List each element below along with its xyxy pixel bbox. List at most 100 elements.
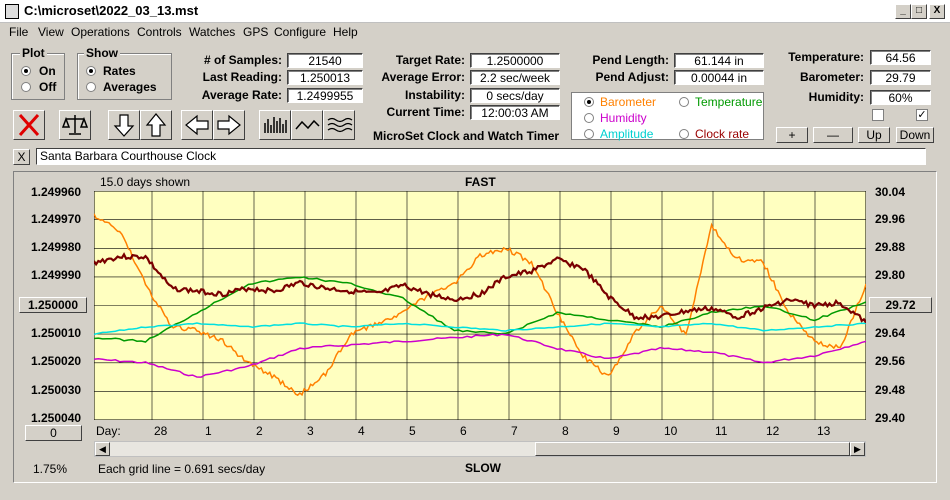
last-reading-label: Last Reading: bbox=[202, 70, 282, 84]
left-tick-label: 1.249970 bbox=[31, 212, 82, 226]
bar-view-button[interactable] bbox=[259, 110, 291, 140]
day-tick-label: 10 bbox=[664, 424, 678, 438]
right-tick-label: 30.04 bbox=[875, 185, 906, 199]
menu-help[interactable]: Help bbox=[333, 25, 358, 39]
right-tick-label: 29.96 bbox=[875, 212, 906, 226]
average-rate-value: 1.2499955 bbox=[287, 88, 363, 103]
day-tick-label: 13 bbox=[817, 424, 831, 438]
day-ticks: 28 1 2 3 4 5 6 7 8 9 10 11 12 13 bbox=[94, 424, 866, 438]
line-view-button[interactable] bbox=[291, 110, 323, 140]
right-tick-label: 29.40 bbox=[875, 411, 906, 425]
menu-view[interactable]: View bbox=[38, 25, 64, 39]
pend-length-label: Pend Length: bbox=[592, 53, 669, 67]
show-group bbox=[77, 53, 172, 100]
red-x-icon bbox=[18, 113, 40, 137]
amplitude-option-label: Amplitude bbox=[600, 127, 654, 141]
day-tick-label: 8 bbox=[562, 424, 569, 438]
menu-configure[interactable]: Configure bbox=[274, 25, 327, 39]
bars-icon bbox=[264, 117, 287, 133]
day-tick-label: 6 bbox=[460, 424, 467, 438]
minimize-button[interactable]: _ bbox=[895, 4, 911, 19]
title-bar: C:\microset\2022_03_13.mst _ □ X bbox=[0, 0, 950, 23]
samples-label: # of Samples: bbox=[203, 53, 282, 67]
temperature-value: 64.56 bbox=[870, 50, 931, 65]
left-center-value-button[interactable]: 1.250000 bbox=[19, 297, 87, 313]
day-tick-label: 4 bbox=[358, 424, 365, 438]
day-tick-label: 9 bbox=[613, 424, 620, 438]
zero-button[interactable]: 0 bbox=[25, 425, 82, 441]
left-tick-label: 1.249960 bbox=[31, 185, 82, 199]
down-arrow-button[interactable] bbox=[108, 110, 140, 140]
sensor-select-box bbox=[571, 92, 764, 140]
amplitude-radio[interactable] bbox=[584, 129, 594, 139]
show-averages-radio[interactable] bbox=[86, 82, 96, 92]
scroll-right-button[interactable]: ▶ bbox=[850, 442, 865, 456]
day-tick-label: 5 bbox=[409, 424, 416, 438]
plot-panel bbox=[13, 171, 937, 483]
menu-gps[interactable]: GPS bbox=[243, 25, 269, 39]
pend-length-value[interactable]: 61.144 in bbox=[674, 53, 764, 68]
barometer-radio[interactable] bbox=[584, 97, 594, 107]
menu-controls[interactable]: Controls bbox=[137, 25, 182, 39]
left-arrow-button[interactable] bbox=[181, 110, 213, 140]
clock-rate-radio[interactable] bbox=[679, 129, 689, 139]
clock-name-field[interactable]: Santa Barbara Courthouse Clock bbox=[36, 148, 926, 165]
wave-view-button[interactable] bbox=[323, 110, 355, 140]
target-rate-label: Target Rate: bbox=[395, 53, 465, 67]
day-tick-label: 3 bbox=[307, 424, 314, 438]
clear-clock-name-button[interactable]: X bbox=[13, 149, 30, 165]
humidity-value: 60% bbox=[870, 90, 931, 105]
plot-off-label: Off bbox=[39, 80, 57, 94]
show-rates-radio[interactable] bbox=[86, 66, 96, 76]
window-title: C:\microset\2022_03_13.mst bbox=[24, 3, 199, 18]
grid-lines bbox=[94, 191, 866, 420]
menu-watches[interactable]: Watches bbox=[189, 25, 236, 39]
pend-adjust-label: Pend Adjust: bbox=[595, 70, 669, 84]
down-button[interactable]: Down bbox=[896, 127, 934, 143]
plot-off-radio[interactable] bbox=[21, 82, 31, 92]
arrow-right-icon bbox=[217, 114, 241, 136]
series-temperature bbox=[94, 276, 866, 343]
day-tick-label: 2 bbox=[256, 424, 263, 438]
right-tick-label: 29.48 bbox=[875, 383, 906, 397]
menu-file[interactable]: File bbox=[9, 25, 29, 39]
up-arrow-button[interactable] bbox=[140, 110, 172, 140]
stop-button[interactable] bbox=[13, 110, 45, 140]
day-axis-label: Day: bbox=[96, 424, 121, 438]
close-button[interactable]: X bbox=[929, 4, 945, 19]
balance-button[interactable] bbox=[59, 110, 91, 140]
plot-group bbox=[11, 53, 65, 100]
day-tick-label: 7 bbox=[511, 424, 518, 438]
right-tick-label: 29.88 bbox=[875, 240, 906, 254]
series-amplitude bbox=[94, 322, 866, 336]
right-checkbox[interactable]: ✓ bbox=[916, 109, 928, 121]
time-scrollbar[interactable]: ◀ ▶ bbox=[94, 441, 866, 457]
humidity-radio[interactable] bbox=[584, 113, 594, 123]
plus-button[interactable]: + bbox=[776, 127, 808, 143]
menu-bar: File View Operations Controls Watches GP… bbox=[0, 22, 950, 42]
maximize-button[interactable]: □ bbox=[911, 4, 927, 19]
left-checkbox[interactable] bbox=[872, 109, 884, 121]
temperature-option-label: Temperature bbox=[695, 95, 763, 109]
plot-on-radio[interactable] bbox=[21, 66, 31, 76]
barometer-option-label: Barometer bbox=[600, 95, 657, 109]
instability-label: Instability: bbox=[404, 88, 465, 102]
right-arrow-button[interactable] bbox=[213, 110, 245, 140]
last-reading-value: 1.250013 bbox=[287, 70, 363, 85]
rate-chart[interactable] bbox=[94, 191, 866, 420]
temperature-radio[interactable] bbox=[679, 97, 689, 107]
arrow-down-icon bbox=[113, 114, 135, 137]
show-averages-label: Averages bbox=[103, 80, 157, 94]
scroll-thumb[interactable] bbox=[535, 442, 850, 456]
up-button[interactable]: Up bbox=[858, 127, 890, 143]
target-rate-value[interactable]: 1.2500000 bbox=[470, 53, 560, 68]
left-tick-label: 1.250030 bbox=[31, 383, 82, 397]
right-tick-label: 29.56 bbox=[875, 354, 906, 368]
minus-button[interactable]: — bbox=[813, 127, 853, 143]
current-time-value: 12:00:03 AM bbox=[470, 105, 560, 120]
menu-operations[interactable]: Operations bbox=[71, 25, 130, 39]
line-graph-icon bbox=[295, 119, 320, 130]
scroll-left-button[interactable]: ◀ bbox=[95, 442, 110, 456]
show-rates-label: Rates bbox=[103, 64, 136, 78]
right-center-value-button[interactable]: 29.72 bbox=[869, 297, 932, 313]
